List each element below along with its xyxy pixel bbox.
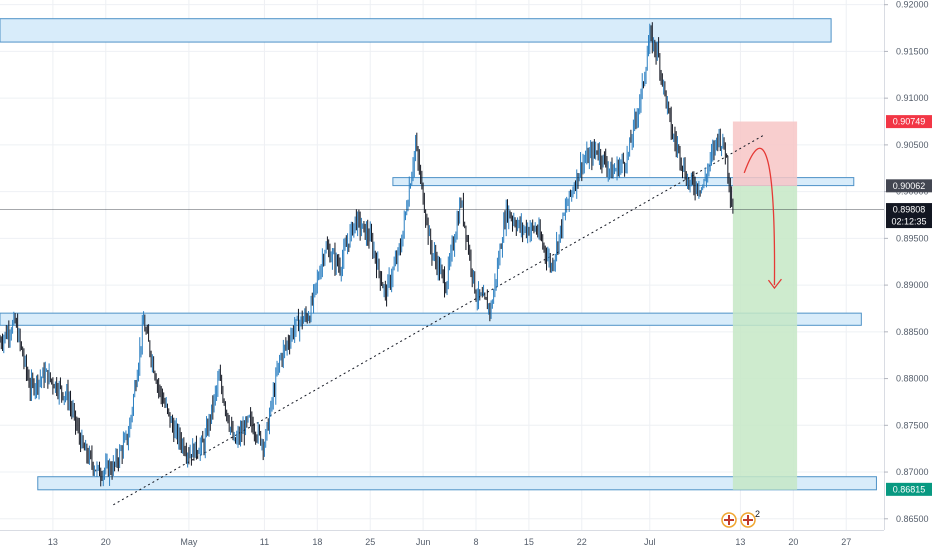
price-label-bg <box>886 115 932 129</box>
x-tick-label: May <box>180 537 198 547</box>
forecast-arrow[interactable] <box>743 147 776 286</box>
y-tick-label: 0.87500 <box>896 420 929 430</box>
x-tick-label: 8 <box>473 537 478 547</box>
zone-middle[interactable] <box>392 177 855 187</box>
price-labels: 0.90749 0.90062 0.89808 02:12:35 0.86815 <box>886 115 932 496</box>
price-label: 0.89808 <box>893 205 926 215</box>
price-label: 0.86815 <box>893 484 926 494</box>
position-tool[interactable] <box>732 121 798 490</box>
forecast-arrow-head <box>767 278 782 290</box>
price-label-bg <box>886 482 932 496</box>
x-tick-label: Jul <box>644 537 656 547</box>
price-label-bg <box>886 179 932 193</box>
price-label: 0.90749 <box>893 117 926 127</box>
x-tick-label: 15 <box>524 537 534 547</box>
zone-support-low[interactable] <box>37 476 877 491</box>
x-tick-label: 18 <box>312 537 322 547</box>
y-tick-label: 0.91500 <box>896 46 929 56</box>
take-profit-zone[interactable] <box>732 186 798 490</box>
x-tick-label: Jun <box>416 537 431 547</box>
price-label-bg <box>886 203 932 217</box>
y-tick-label: 0.89000 <box>896 280 929 290</box>
candles <box>0 22 734 487</box>
zone-support-mid[interactable] <box>0 312 862 326</box>
x-tick-label: 20 <box>101 537 111 547</box>
zone-resistance[interactable] <box>0 18 832 43</box>
zones <box>0 18 877 491</box>
x-tick-label: 13 <box>735 537 745 547</box>
y-tick-label: 0.88500 <box>896 327 929 337</box>
y-tick-label: 0.86500 <box>896 514 929 524</box>
flag-cross-icon <box>724 515 734 525</box>
y-tick-label: 0.89500 <box>896 233 929 243</box>
x-tick-label: 20 <box>788 537 798 547</box>
x-tick-label: 25 <box>365 537 375 547</box>
price-label: 0.90062 <box>893 181 926 191</box>
events-layer[interactable]: 2 <box>721 509 760 528</box>
x-tick-label: 27 <box>841 537 851 547</box>
forecast-arrow-layer <box>743 147 782 290</box>
y-tick-label: 0.87000 <box>896 467 929 477</box>
price-label: 02:12:35 <box>891 217 926 227</box>
x-tick-label: 22 <box>577 537 587 547</box>
price-label-bg <box>886 215 932 229</box>
y-tick-label: 0.90500 <box>896 140 929 150</box>
x-tick-label: 11 <box>260 537 269 547</box>
y-tick-label: 0.92000 <box>896 0 929 10</box>
y-tick-label: 0.88000 <box>896 374 929 384</box>
y-tick-label: 0.91000 <box>896 93 929 103</box>
time-axis[interactable]: 13 20 May 11 18 25 Jun 8 15 22 Jul 13 20 27 <box>48 537 851 547</box>
flag-cross-icon-2 <box>743 515 753 525</box>
x-tick-label: 13 <box>48 537 58 547</box>
event-count: 2 <box>755 509 760 519</box>
